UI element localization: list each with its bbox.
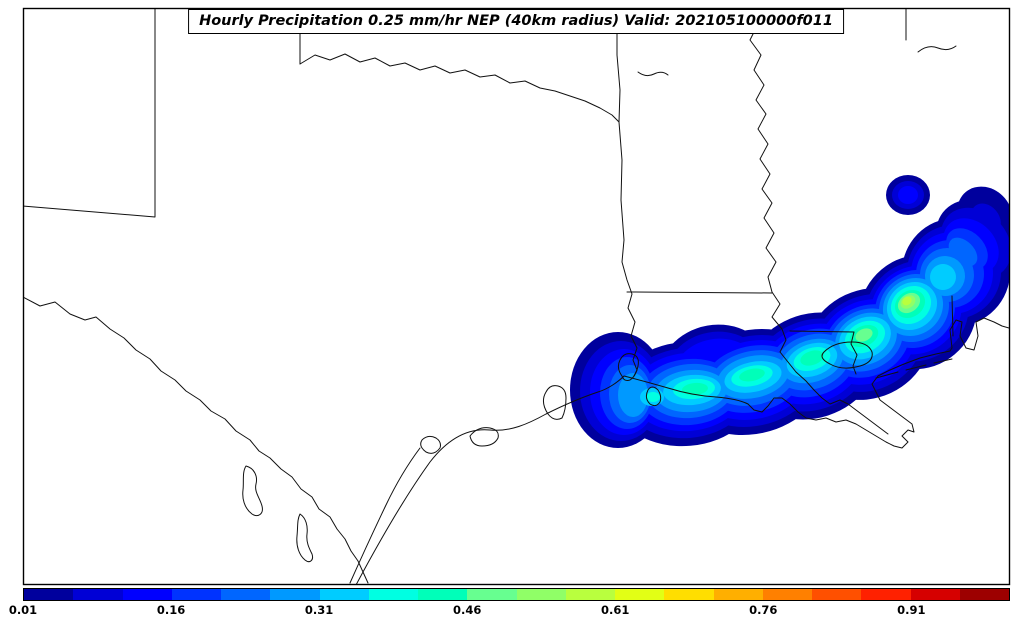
colorbar-segment — [171, 589, 221, 600]
colorbar-segment — [713, 589, 763, 600]
colorbar-segment — [418, 589, 468, 600]
map-frame — [22, 7, 1011, 586]
colorbar — [23, 588, 1010, 601]
colorbar-segment — [910, 589, 960, 600]
colorbar-segment — [319, 589, 369, 600]
colorbar-tick-label: 0.16 — [156, 603, 186, 617]
barrier-islands — [875, 358, 953, 379]
rio-grande-border — [24, 296, 369, 584]
colorbar-segment — [664, 589, 714, 600]
colorbar-tick-label: 0.76 — [749, 603, 778, 617]
plot-title: Hourly Precipitation 0.25 mm/hr NEP (40k… — [188, 9, 844, 34]
precip-contour-level-11 — [902, 296, 912, 306]
colorbar-tick-label: 0.01 — [8, 603, 38, 617]
colorbar-segment — [959, 589, 1009, 600]
colorbar-tick-label: 0.61 — [601, 603, 630, 617]
colorbar-segment — [615, 589, 665, 600]
colorbar-tick-label: 0.46 — [452, 603, 482, 617]
colorbar-tick-labels: 0.01 0.16 0.31 0.46 0.61 0.76 0.91 — [9, 603, 1010, 619]
lakes-and-bays — [242, 341, 873, 563]
rivers — [299, 9, 957, 435]
colorbar-segment — [270, 589, 320, 600]
colorbar-segment — [122, 589, 172, 600]
colorbar-segment — [861, 589, 911, 600]
colorbar-segment — [565, 589, 615, 600]
coastline — [349, 317, 1009, 584]
colorbar-tick-label: 0.91 — [897, 603, 926, 617]
colorbar-segment — [762, 589, 812, 600]
precip-contours — [570, 175, 1009, 448]
colorbar-segment — [24, 589, 74, 600]
colorbar-segment — [73, 589, 123, 600]
map-boundaries — [24, 9, 1009, 584]
state-borders — [24, 9, 954, 377]
colorbar-segment — [467, 589, 517, 600]
colorbar-tick-label: 0.31 — [304, 603, 334, 617]
colorbar-segment — [812, 589, 862, 600]
colorbar-segment — [516, 589, 566, 600]
colorbar-segment — [221, 589, 271, 600]
colorbar-segment — [368, 589, 418, 600]
